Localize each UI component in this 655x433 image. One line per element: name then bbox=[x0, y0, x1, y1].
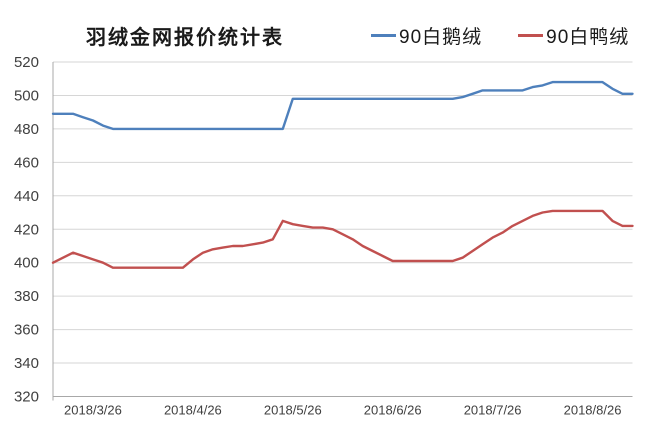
y-tick-label-340: 340 bbox=[14, 355, 39, 372]
series-line-duck bbox=[51, 209, 634, 269]
legend-label-duck-down: 90白鸭绒 bbox=[546, 27, 630, 48]
y-tick-label-360: 360 bbox=[14, 322, 39, 339]
x-tick-label-2018/6/26: 2018/6/26 bbox=[364, 403, 422, 418]
x-tick-label-2018/5/26: 2018/5/26 bbox=[264, 403, 322, 418]
y-tick-label-400: 400 bbox=[14, 255, 39, 272]
legend: 90白鹅绒 90白鸭绒 bbox=[371, 22, 629, 49]
chart-title: 羽绒金网报价统计表 bbox=[86, 27, 284, 49]
y-tick-label-380: 380 bbox=[14, 288, 39, 305]
series-line-goose bbox=[51, 80, 634, 131]
x-tick-label-2018/8/26: 2018/8/26 bbox=[564, 403, 622, 418]
legend-label-goose-down: 90白鹅绒 bbox=[399, 27, 483, 48]
y-tick-label-480: 480 bbox=[14, 121, 39, 138]
legend-item-goose-down: 90白鹅绒 bbox=[371, 22, 482, 49]
y-tick-label-420: 420 bbox=[14, 221, 39, 238]
legend-line-marker-duck-icon bbox=[518, 34, 544, 37]
y-tick-label-520: 520 bbox=[14, 54, 39, 71]
y-tick-label-320: 320 bbox=[14, 389, 39, 406]
x-tick-label-2018/4/26: 2018/4/26 bbox=[164, 403, 222, 418]
legend-item-duck-down: 90白鸭绒 bbox=[518, 22, 629, 49]
y-tick-label-440: 440 bbox=[14, 188, 39, 205]
x-tick-label-2018/7/26: 2018/7/26 bbox=[464, 403, 522, 418]
x-tick-label-2018/3/26: 2018/3/26 bbox=[64, 403, 122, 418]
legend-line-marker-goose-icon bbox=[371, 34, 396, 37]
y-tick-label-500: 500 bbox=[14, 87, 39, 104]
y-tick-label-460: 460 bbox=[14, 154, 39, 171]
